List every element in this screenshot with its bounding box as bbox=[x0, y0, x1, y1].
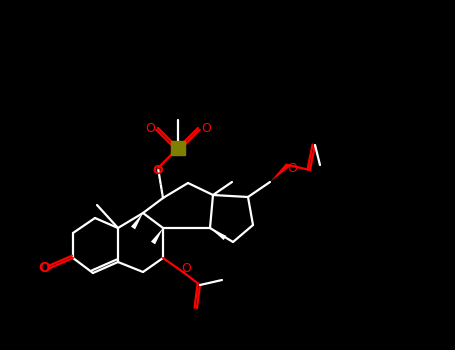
Text: O: O bbox=[38, 261, 50, 275]
Text: O: O bbox=[153, 164, 163, 177]
Text: O: O bbox=[201, 121, 211, 134]
Text: O: O bbox=[145, 121, 155, 134]
Text: O: O bbox=[181, 261, 191, 274]
Polygon shape bbox=[210, 228, 227, 240]
Bar bbox=[171, 141, 185, 155]
Polygon shape bbox=[151, 228, 163, 244]
Polygon shape bbox=[270, 163, 290, 182]
Text: O: O bbox=[287, 162, 297, 175]
Polygon shape bbox=[131, 213, 143, 229]
